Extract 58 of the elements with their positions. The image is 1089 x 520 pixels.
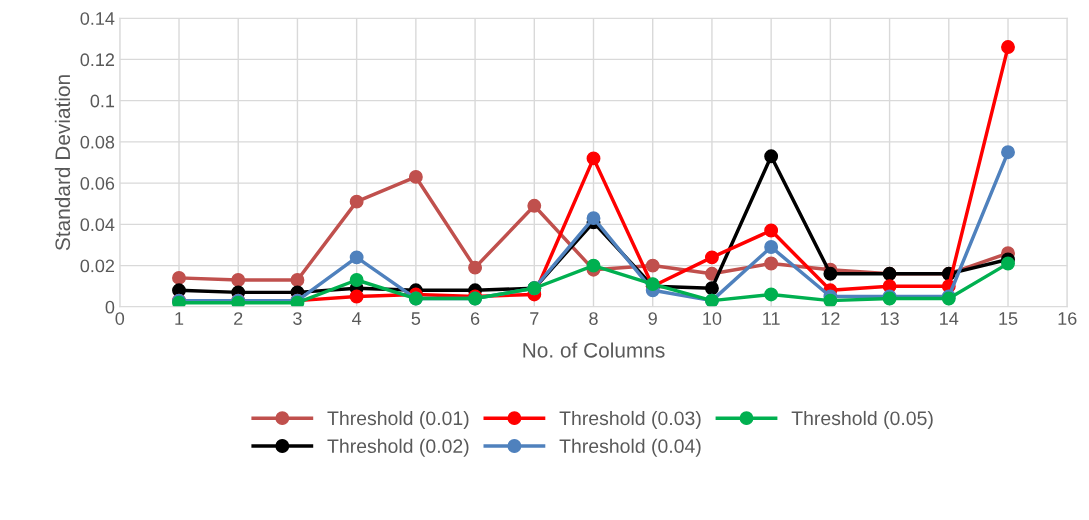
point <box>349 194 364 209</box>
point <box>408 169 423 184</box>
point <box>1001 256 1015 271</box>
x-tick-label: 0 <box>115 312 125 325</box>
point <box>704 281 719 296</box>
point <box>1001 145 1015 160</box>
point <box>645 258 660 273</box>
y-tick-label: 0 <box>105 300 115 314</box>
point <box>764 256 779 271</box>
point <box>349 289 364 304</box>
point <box>527 198 542 213</box>
legend-label: Threshold (0.02) <box>327 438 469 457</box>
x-tick-label: 7 <box>530 312 539 325</box>
x-tick-label: 16 <box>1058 312 1077 325</box>
point <box>764 223 779 238</box>
legend-label: Threshold (0.03) <box>559 410 701 429</box>
y-tick-label: 0.1 <box>90 94 115 108</box>
x-tick-label: 10 <box>703 312 722 325</box>
point <box>764 287 779 302</box>
x-tick-label: 8 <box>589 312 598 325</box>
point <box>586 211 601 226</box>
point <box>764 240 779 254</box>
x-axis-title: No. of Columns <box>523 342 665 358</box>
point <box>290 273 305 287</box>
point <box>1001 40 1015 55</box>
point <box>468 260 483 275</box>
y-tick-label: 0.08 <box>80 135 115 149</box>
x-tick-label: 15 <box>999 312 1018 325</box>
y-tick-label: 0.04 <box>80 218 115 232</box>
x-tick-label: 1 <box>175 312 184 325</box>
x-tick-label: 5 <box>411 312 421 325</box>
y-tick-label: 0.02 <box>80 259 115 273</box>
point <box>823 293 838 307</box>
x-tick-label: 9 <box>648 312 657 325</box>
point <box>231 273 246 287</box>
point <box>349 273 364 287</box>
x-tick-label: 3 <box>293 312 302 325</box>
point <box>704 250 719 265</box>
point <box>823 266 838 281</box>
x-tick-label: 13 <box>880 312 899 325</box>
y-tick-label: 0.14 <box>80 12 115 25</box>
x-tick-label: 11 <box>763 312 780 325</box>
x-tick-label: 2 <box>234 312 243 325</box>
y-tick-label: 0.12 <box>80 53 115 67</box>
x-tick-label: 6 <box>470 312 480 325</box>
point <box>764 149 779 164</box>
point <box>349 250 364 265</box>
legend-label: Threshold (0.04) <box>559 438 701 457</box>
x-tick-label: 14 <box>940 312 959 325</box>
legend-label: Threshold (0.01) <box>327 410 469 429</box>
x-tick-label: 4 <box>352 312 362 325</box>
y-axis-title: Standard Deviation <box>54 75 71 251</box>
legend-label: Threshold (0.05) <box>791 410 933 429</box>
point <box>586 258 601 273</box>
point <box>586 151 601 166</box>
point <box>172 270 186 285</box>
y-tick-label: 0.06 <box>80 177 115 190</box>
x-tick-label: 12 <box>821 312 840 325</box>
